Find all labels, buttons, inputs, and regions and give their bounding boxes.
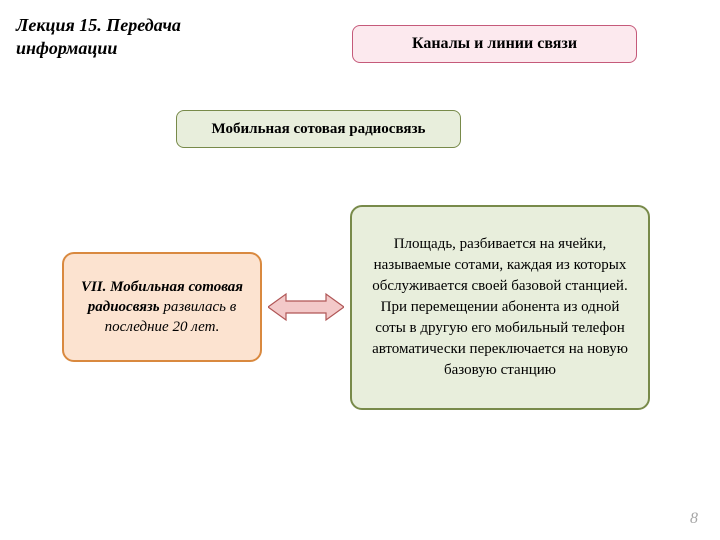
right-info-box: Площадь, разбивается на ячейки, называем… bbox=[350, 205, 650, 410]
topic-label: Каналы и линии связи bbox=[412, 35, 577, 53]
double-arrow-shape bbox=[268, 294, 344, 320]
left-info-text: VII. Мобильная сотовая радиосвязь развил… bbox=[74, 277, 250, 338]
subtitle-label: Мобильная сотовая радиосвязь bbox=[212, 121, 426, 138]
right-info-text: Площадь, разбивается на ячейки, называем… bbox=[368, 234, 632, 381]
topic-box: Каналы и линии связи bbox=[352, 25, 637, 63]
page-title: Лекция 15. Передача информации bbox=[16, 14, 236, 59]
double-arrow-icon bbox=[268, 292, 344, 322]
subtitle-box: Мобильная сотовая радиосвязь bbox=[176, 110, 461, 148]
page-number: 8 bbox=[690, 510, 698, 528]
left-info-box: VII. Мобильная сотовая радиосвязь развил… bbox=[62, 252, 262, 362]
